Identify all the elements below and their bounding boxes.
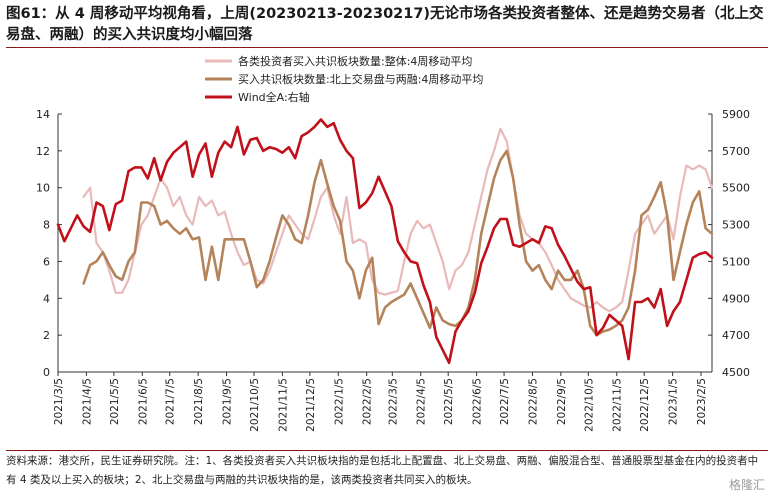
x-tick-label: 2022/5/5	[443, 378, 455, 425]
left-tick-label: 6	[43, 255, 50, 268]
x-tick-label: 2022/11/5	[612, 378, 624, 432]
left-tick-label: 12	[36, 145, 50, 158]
series-line-1	[82, 127, 714, 313]
left-tick-label: 0	[43, 366, 50, 379]
x-tick-label: 2022/6/5	[472, 378, 484, 425]
x-tick-label: 2023/2/5	[696, 378, 708, 425]
x-tick-label: 2022/8/5	[527, 378, 539, 425]
chart-area: 各类投资者买入共识板块数量:整体:4周移动平均 买入共识板块数量:北上交易盘与两融…	[0, 48, 773, 448]
plot-frame	[57, 114, 713, 373]
left-tick-label: 10	[36, 182, 50, 195]
x-tick-label: 2022/2/5	[362, 378, 374, 425]
title-divider	[6, 47, 768, 48]
legend-label-2: 买入共识板块数量:北上交易盘与两融:4周移动平均	[238, 72, 483, 86]
x-tick-label: 2021/7/5	[165, 378, 177, 425]
x-axis: 2021/3/5 2021/4/5 2021/5/5 2021/6/5 2021/7/5…	[53, 372, 708, 432]
right-tick-label: 5500	[722, 182, 750, 195]
x-tick-label: 2022/4/5	[416, 378, 428, 425]
x-tick-label: 2022/7/5	[499, 378, 511, 425]
series-line-3	[56, 118, 714, 365]
right-tick-label: 5700	[722, 145, 750, 158]
x-tick-label: 2021/8/5	[193, 378, 205, 425]
x-tick-label: 2022/10/5	[583, 378, 595, 432]
right-tick-label: 5100	[722, 255, 750, 268]
left-axis: 0 2 4 6 8 10 12 14	[36, 108, 62, 379]
left-tick-label: 14	[36, 108, 50, 121]
x-tick-label: 2022/12/5	[639, 378, 651, 432]
series-group	[56, 118, 714, 365]
series-line-2	[82, 149, 714, 337]
x-tick-label: 2021/9/5	[222, 378, 234, 425]
right-tick-label: 5300	[722, 219, 750, 232]
x-tick-label: 2021/12/5	[305, 378, 317, 432]
x-tick-label: 2021/3/5	[53, 378, 65, 425]
left-tick-label: 2	[43, 329, 50, 342]
chart-title: 图61：从 4 周移动平均视角看，上周(20230213-20230217)无论…	[6, 6, 764, 43]
line-chart: 各类投资者买入共识板块数量:整体:4周移动平均买入共识板块数量:北上交易盘与两融…	[36, 54, 750, 432]
right-tick-label: 4700	[722, 329, 750, 342]
x-tick-label: 2022/9/5	[556, 378, 568, 425]
left-tick-label: 4	[43, 292, 50, 305]
legend-label-1: 各类投资者买入共识板块数量:整体:4周移动平均	[238, 54, 472, 68]
x-tick-label: 2021/5/5	[109, 378, 121, 425]
legend-label-3: Wind全A:右轴	[238, 90, 310, 104]
legend: 各类投资者买入共识板块数量:整体:4周移动平均买入共识板块数量:北上交易盘与两融…	[205, 54, 483, 104]
x-tick-label: 2021/11/5	[277, 378, 289, 432]
right-tick-label: 4500	[722, 366, 750, 379]
right-axis: 4500 4700 4900 5100 5300 5500 5700 5900	[708, 108, 750, 379]
source-note: 资料来源：港交所，民生证券研究院。注：1、各类投资者买入共识板块指的是包括北上配…	[6, 455, 759, 486]
x-tick-label: 2022/3/5	[387, 378, 399, 425]
right-tick-label: 5900	[722, 108, 750, 121]
left-tick-label: 8	[43, 219, 50, 232]
x-tick-label: 2021/10/5	[249, 378, 261, 432]
right-tick-label: 4900	[722, 292, 750, 305]
x-tick-label: 2021/4/5	[81, 378, 93, 425]
source-divider	[6, 450, 768, 451]
x-tick-label: 2022/1/5	[333, 378, 345, 425]
x-tick-label: 2023/1/5	[668, 378, 680, 425]
x-tick-label: 2021/6/5	[137, 378, 149, 425]
watermark-logo: 格隆汇	[728, 478, 765, 492]
